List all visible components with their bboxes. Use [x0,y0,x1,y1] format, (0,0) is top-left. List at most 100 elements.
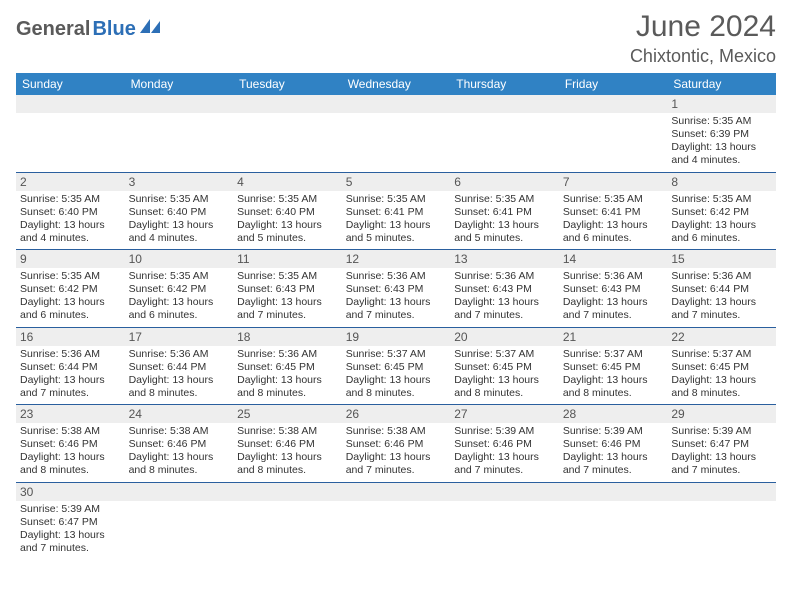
day-data-cell [233,113,342,172]
sunset-text: Sunset: 6:45 PM [454,361,555,374]
sunrise-text: Sunrise: 5:36 AM [237,348,338,361]
sunrise-text: Sunrise: 5:37 AM [563,348,664,361]
sunrise-text: Sunrise: 5:35 AM [671,193,772,206]
daylight-text: Daylight: 13 hours [346,296,447,309]
daylight-text: Daylight: 13 hours [671,219,772,232]
weekday-header: Sunday [16,73,125,95]
daylight-text: Daylight: 13 hours [454,374,555,387]
daylight-text: Daylight: 13 hours [563,296,664,309]
day-number-cell: 7 [559,172,668,191]
weekday-header: Wednesday [342,73,451,95]
daynum-row: 16171819202122 [16,327,776,346]
day-number-cell: 30 [16,482,125,501]
daylight-text: Daylight: 13 hours [20,296,121,309]
logo: General Blue [16,10,162,41]
day-number-cell: 10 [125,250,234,269]
day-number-cell [559,482,668,501]
sunset-text: Sunset: 6:46 PM [237,438,338,451]
daylight-text: and 8 minutes. [129,464,230,477]
logo-text-general: General [16,18,90,41]
daylight-text: and 8 minutes. [454,387,555,400]
day-number-cell: 11 [233,250,342,269]
day-number-cell: 14 [559,250,668,269]
daylight-text: and 7 minutes. [454,309,555,322]
day-data-cell: Sunrise: 5:36 AMSunset: 6:43 PMDaylight:… [559,268,668,327]
sunrise-text: Sunrise: 5:35 AM [20,193,121,206]
daylight-text: and 8 minutes. [671,387,772,400]
sunset-text: Sunset: 6:47 PM [20,516,121,529]
day-data-cell [342,113,451,172]
day-number-cell: 9 [16,250,125,269]
sunset-text: Sunset: 6:45 PM [346,361,447,374]
day-data-cell: Sunrise: 5:39 AMSunset: 6:46 PMDaylight:… [450,423,559,482]
logo-text-blue: Blue [92,18,135,41]
day-number-cell: 6 [450,172,559,191]
daylight-text: and 7 minutes. [454,464,555,477]
daylight-text: and 6 minutes. [671,232,772,245]
day-data-row: Sunrise: 5:39 AMSunset: 6:47 PMDaylight:… [16,501,776,560]
sunrise-text: Sunrise: 5:36 AM [129,348,230,361]
sunrise-text: Sunrise: 5:35 AM [563,193,664,206]
day-number-cell: 17 [125,327,234,346]
header-row: General Blue June 2024 Chixtontic, Mexic… [16,10,776,67]
daylight-text: and 8 minutes. [237,464,338,477]
daylight-text: and 8 minutes. [129,387,230,400]
day-number-cell: 18 [233,327,342,346]
month-title: June 2024 [630,10,776,44]
location-text: Chixtontic, Mexico [630,46,776,67]
day-data-cell [559,501,668,560]
sunset-text: Sunset: 6:41 PM [346,206,447,219]
day-data-cell [450,113,559,172]
day-data-cell: Sunrise: 5:38 AMSunset: 6:46 PMDaylight:… [233,423,342,482]
day-data-row: Sunrise: 5:35 AMSunset: 6:39 PMDaylight:… [16,113,776,172]
sunrise-text: Sunrise: 5:38 AM [237,425,338,438]
day-number-cell: 5 [342,172,451,191]
sunset-text: Sunset: 6:42 PM [129,283,230,296]
daylight-text: Daylight: 13 hours [20,219,121,232]
sunrise-text: Sunrise: 5:35 AM [237,193,338,206]
sunrise-text: Sunrise: 5:36 AM [346,270,447,283]
daylight-text: Daylight: 13 hours [671,296,772,309]
day-data-cell: Sunrise: 5:35 AMSunset: 6:42 PMDaylight:… [125,268,234,327]
daynum-row: 9101112131415 [16,250,776,269]
sunset-text: Sunset: 6:40 PM [20,206,121,219]
daylight-text: Daylight: 13 hours [563,219,664,232]
day-data-cell: Sunrise: 5:35 AMSunset: 6:41 PMDaylight:… [450,191,559,250]
sunset-text: Sunset: 6:44 PM [20,361,121,374]
sunrise-text: Sunrise: 5:35 AM [129,270,230,283]
daynum-row: 30 [16,482,776,501]
day-number-cell: 29 [667,405,776,424]
sunset-text: Sunset: 6:46 PM [20,438,121,451]
daylight-text: Daylight: 13 hours [346,219,447,232]
sunset-text: Sunset: 6:46 PM [346,438,447,451]
sunrise-text: Sunrise: 5:39 AM [454,425,555,438]
daylight-text: Daylight: 13 hours [129,296,230,309]
sunrise-text: Sunrise: 5:35 AM [129,193,230,206]
day-data-cell [125,501,234,560]
daylight-text: and 7 minutes. [671,309,772,322]
sunset-text: Sunset: 6:43 PM [563,283,664,296]
sunrise-text: Sunrise: 5:35 AM [20,270,121,283]
day-number-cell: 13 [450,250,559,269]
title-block: June 2024 Chixtontic, Mexico [630,10,776,67]
sunrise-text: Sunrise: 5:37 AM [346,348,447,361]
daylight-text: and 5 minutes. [454,232,555,245]
sunset-text: Sunset: 6:45 PM [671,361,772,374]
daylight-text: Daylight: 13 hours [237,296,338,309]
day-data-cell: Sunrise: 5:36 AMSunset: 6:43 PMDaylight:… [450,268,559,327]
daylight-text: Daylight: 13 hours [237,374,338,387]
day-number-cell: 25 [233,405,342,424]
day-data-cell: Sunrise: 5:35 AMSunset: 6:40 PMDaylight:… [233,191,342,250]
day-data-cell: Sunrise: 5:35 AMSunset: 6:43 PMDaylight:… [233,268,342,327]
daylight-text: and 7 minutes. [20,387,121,400]
sunset-text: Sunset: 6:44 PM [671,283,772,296]
day-data-cell: Sunrise: 5:37 AMSunset: 6:45 PMDaylight:… [450,346,559,405]
sunset-text: Sunset: 6:47 PM [671,438,772,451]
day-number-cell [667,482,776,501]
day-number-cell [233,95,342,113]
day-number-cell: 3 [125,172,234,191]
daylight-text: Daylight: 13 hours [671,374,772,387]
day-number-cell [125,95,234,113]
daylight-text: and 7 minutes. [671,464,772,477]
day-number-cell [450,482,559,501]
